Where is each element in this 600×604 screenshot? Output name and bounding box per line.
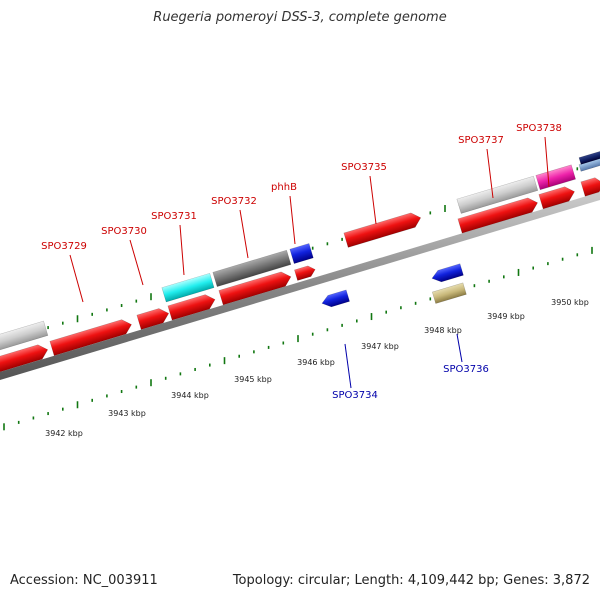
topology-value: circular <box>297 573 346 588</box>
gene-box-olive-shape <box>431 282 467 304</box>
accession-info: Accession: NC_003911 <box>10 573 158 588</box>
gene-features <box>0 150 600 373</box>
backbone-line <box>0 192 600 380</box>
gene-box-grey-shape <box>212 249 292 287</box>
gene-box-magenta-shape <box>535 164 576 191</box>
leader-line <box>179 224 185 276</box>
gene-arrow-spo3737-shape <box>457 197 538 234</box>
gene-arrow-spo3729-shape <box>49 319 132 356</box>
length-value: 4,109,442 bp <box>407 573 495 588</box>
genes-label: Genes: <box>503 573 549 588</box>
genome-title: Ruegeria pomeroyi DSS-3, complete genome <box>153 10 447 25</box>
kbp-label: 3944 kbp <box>171 391 209 400</box>
leader-line <box>129 239 144 286</box>
gene-arrow-phhb <box>294 265 316 281</box>
leader-line <box>369 175 377 225</box>
gene-arrow-forward-shape <box>0 344 49 373</box>
gene-box-grey <box>212 249 292 287</box>
gene-arrow-spo3732-shape <box>218 271 292 306</box>
leader-line <box>544 136 550 188</box>
gene-arrow-spo3738-shape <box>538 186 575 210</box>
kbp-label: 3946 kbp <box>297 358 335 367</box>
kbp-label: 3950 kbp <box>551 298 589 307</box>
gene-arrow-spo3737 <box>457 197 538 234</box>
gene-arrow-spo3731-shape <box>167 294 216 321</box>
leader-line <box>289 195 296 245</box>
gene-arrow-spo3734 <box>321 289 350 308</box>
kbp-label: 3947 kbp <box>361 342 399 351</box>
gene-box-light-2-shape <box>456 175 539 214</box>
gene-box-blue <box>289 243 314 264</box>
gene-arrow-spo3730-shape <box>136 308 170 330</box>
gene-box-navy-shape <box>578 150 600 165</box>
gene-label: SPO3737 <box>458 135 504 146</box>
gene-arrow-spo3729 <box>49 319 132 356</box>
gene-label: SPO3731 <box>151 211 197 222</box>
gene-label: SPO3732 <box>211 196 257 207</box>
genes-value: 3,872 <box>552 573 590 588</box>
kbp-label: 3948 kbp <box>424 326 462 335</box>
gene-arrow-phhb-shape <box>294 265 316 281</box>
leader-line <box>456 333 463 363</box>
gene-arrow-forward <box>0 344 49 373</box>
gene-box-blue-shape <box>289 243 314 264</box>
leader-line <box>486 148 494 199</box>
accession-label: Accession: <box>10 573 79 588</box>
gene-label: SPO3736 <box>443 364 489 375</box>
gene-box-cyan <box>161 272 215 303</box>
gene-box-navy <box>578 150 600 165</box>
leader-line <box>239 209 249 259</box>
gene-box-light-2 <box>456 175 539 214</box>
kbp-scale-labels: 3942 kbp 3943 kbp 3944 kbp 3945 kbp 3946 kbp… <box>45 298 589 438</box>
gene-arrow-spo3731 <box>167 294 216 321</box>
genome-backbone <box>0 192 600 380</box>
genome-stats: Topology: circular; Length: 4,109,442 bp… <box>232 573 590 588</box>
topology-label: Topology: <box>232 573 294 588</box>
label-leader-lines <box>69 136 550 389</box>
gene-box-magenta <box>535 164 576 191</box>
kbp-label: 3945 kbp <box>234 375 272 384</box>
kbp-label: 3943 kbp <box>108 409 146 418</box>
gene-label: SPO3734 <box>332 390 378 401</box>
gene-label: SPO3738 <box>516 123 562 134</box>
gene-arrow-spo3735-shape <box>343 212 422 248</box>
gene-arrow-spo3738 <box>538 186 575 210</box>
gene-arrow-spo3734-shape <box>321 289 350 308</box>
length-label: Length: <box>354 573 404 588</box>
kbp-label: 3949 kbp <box>487 312 525 321</box>
gene-label: SPO3729 <box>41 241 87 252</box>
gene-arrow-next-shape <box>580 177 600 197</box>
gene-box-cyan-shape <box>161 272 215 303</box>
reverse-tick-track <box>3 246 593 431</box>
leader-line <box>69 254 84 303</box>
gene-box-olive <box>431 282 467 304</box>
gene-arrow-spo3736 <box>431 263 464 283</box>
gene-label: phhB <box>271 182 297 193</box>
gene-label: SPO3730 <box>101 226 147 237</box>
gene-arrow-next <box>580 177 600 197</box>
gene-arrow-spo3736-shape <box>431 263 464 283</box>
gene-labels: SPO3729 SPO3730 SPO3731 SPO3732 phhB SPO3735 S… <box>41 123 562 401</box>
gene-box-light <box>0 320 49 352</box>
leader-line <box>344 343 352 389</box>
gene-arrow-spo3735 <box>343 212 422 248</box>
gene-box-light-shape <box>0 320 49 352</box>
gene-arrow-spo3730 <box>136 308 170 330</box>
accession-value: NC_003911 <box>82 573 158 588</box>
gene-arrow-spo3732 <box>218 271 292 306</box>
kbp-label: 3942 kbp <box>45 429 83 438</box>
gene-label: SPO3735 <box>341 162 387 173</box>
